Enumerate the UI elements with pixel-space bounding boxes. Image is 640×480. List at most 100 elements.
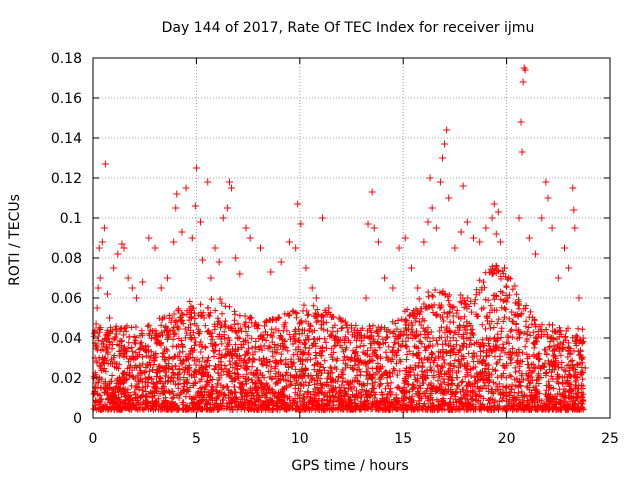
y-tick-label: 0	[73, 411, 82, 427]
data-point	[570, 206, 578, 214]
y-tick-label: 0.06	[51, 291, 82, 307]
data-point	[538, 214, 546, 222]
x-axis-label: GPS time / hours	[291, 458, 408, 474]
data-point	[197, 218, 205, 226]
x-tick-label: 10	[291, 431, 309, 447]
data-point	[232, 254, 240, 262]
data-point	[364, 220, 372, 228]
x-tick-label: 20	[498, 431, 516, 447]
y-tick-label: 0.12	[51, 171, 82, 187]
data-point	[182, 184, 190, 192]
data-point	[93, 304, 101, 312]
data-points	[90, 64, 589, 398]
data-point	[463, 218, 471, 226]
data-point	[459, 182, 467, 190]
data-point	[496, 238, 504, 246]
data-point	[292, 244, 300, 252]
data-point	[308, 284, 316, 292]
data-point	[511, 282, 519, 290]
data-point	[92, 320, 100, 328]
data-point	[302, 264, 310, 272]
data-point	[277, 258, 285, 266]
data-point	[438, 154, 446, 162]
data-point	[451, 244, 459, 252]
data-point	[517, 118, 525, 126]
data-point	[173, 190, 181, 198]
x-tick-label: 15	[394, 431, 412, 447]
y-tick-label: 0.16	[51, 91, 82, 107]
data-point	[95, 244, 103, 252]
y-tick-label: 0.02	[51, 371, 82, 387]
data-point	[163, 274, 171, 282]
data-point	[242, 224, 250, 232]
data-point	[476, 238, 484, 246]
data-point	[106, 314, 114, 322]
data-point	[443, 126, 451, 134]
data-point	[215, 258, 223, 266]
data-point	[414, 284, 422, 292]
data-point	[96, 274, 104, 282]
data-point	[101, 160, 109, 168]
data-point	[436, 178, 444, 186]
data-point	[544, 194, 552, 202]
y-axis-label: ROTI / TECUs	[7, 194, 23, 286]
data-point	[124, 274, 132, 282]
roti-sample-cloud	[90, 262, 587, 413]
data-point	[114, 250, 122, 258]
data-point	[505, 274, 513, 282]
y-tick-label: 0.08	[51, 251, 82, 267]
data-point	[521, 66, 529, 74]
data-point	[188, 234, 196, 242]
data-point	[348, 324, 355, 332]
data-point	[561, 244, 569, 252]
data-point	[110, 264, 118, 272]
data-point	[389, 284, 397, 292]
data-point	[428, 204, 436, 212]
y-tick-label: 0.04	[51, 331, 82, 347]
data-point	[225, 178, 233, 186]
data-point	[285, 238, 293, 246]
data-point	[519, 78, 527, 86]
y-tick-label: 0.1	[60, 211, 82, 227]
data-point	[246, 234, 254, 242]
data-point	[362, 294, 370, 302]
data-point	[257, 244, 265, 252]
data-point	[445, 194, 453, 202]
data-point	[370, 224, 378, 232]
data-point	[312, 294, 320, 302]
data-point	[407, 264, 415, 272]
data-point	[103, 290, 111, 298]
data-point	[207, 274, 215, 282]
x-tick-label: 25	[601, 431, 619, 447]
data-point	[457, 228, 465, 236]
y-tick-label: 0.14	[51, 131, 82, 147]
data-point	[335, 314, 343, 322]
data-point	[219, 214, 227, 222]
data-point	[482, 224, 490, 232]
data-point	[145, 234, 153, 242]
data-point	[395, 244, 403, 252]
data-point	[356, 334, 364, 342]
data-point	[98, 238, 106, 246]
data-point	[420, 238, 428, 246]
data-point	[236, 270, 244, 278]
data-point	[542, 178, 550, 186]
data-point	[94, 284, 102, 292]
data-point	[199, 256, 207, 264]
data-point	[297, 220, 305, 228]
data-point	[294, 200, 302, 208]
data-point	[228, 184, 236, 192]
data-point	[325, 304, 333, 312]
data-point	[579, 334, 587, 342]
axis-ticks: 0 0.02 0.04 0.06 0.08 0.1 0.12 0.14 0.16 0.18 0 5 10…	[51, 51, 619, 447]
data-point	[492, 230, 500, 238]
data-point	[494, 208, 502, 216]
data-point	[548, 224, 556, 232]
data-point	[532, 250, 540, 258]
data-point	[488, 214, 496, 222]
data-point	[170, 238, 178, 246]
data-point	[192, 164, 200, 172]
x-tick-label: 0	[89, 431, 98, 447]
data-point	[565, 264, 573, 272]
